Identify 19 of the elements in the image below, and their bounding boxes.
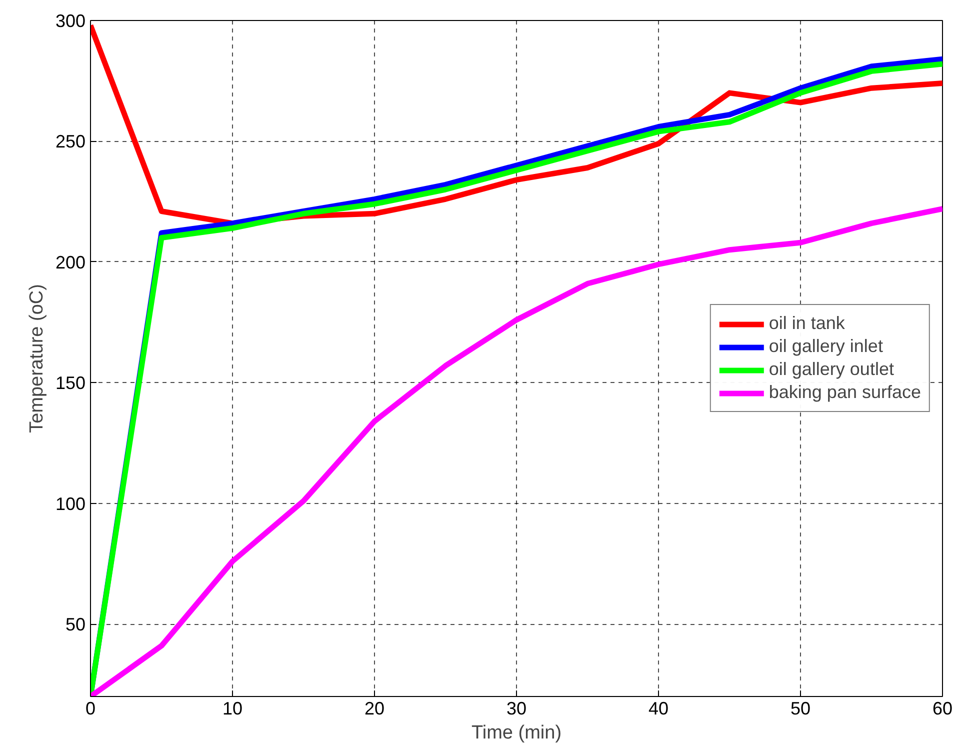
x-tick-label: 10 — [222, 698, 243, 718]
x-axis-title: Time (min) — [471, 722, 562, 744]
x-tick-label: 60 — [932, 698, 953, 718]
x-tick-label: 20 — [364, 698, 385, 718]
y-axis-title: Temperature (oC) — [26, 284, 48, 433]
y-tick-label: 300 — [55, 11, 86, 31]
x-tick-label: 30 — [506, 698, 527, 718]
y-tick-label: 100 — [55, 494, 86, 514]
y-tick-label: 200 — [55, 252, 86, 272]
legend-label: oil gallery outlet — [768, 359, 894, 380]
y-tick-label: 50 — [65, 614, 86, 635]
legend-label: oil gallery inlet — [768, 336, 883, 357]
y-tick-label: 250 — [55, 132, 86, 152]
legend-label: oil in tank — [768, 313, 845, 334]
legend-label: baking pan surface — [768, 382, 921, 403]
y-tick-label: 150 — [55, 373, 86, 394]
x-tick-label: 40 — [648, 698, 669, 718]
x-tick-label: 50 — [790, 698, 811, 718]
x-tick-label: 0 — [85, 698, 96, 718]
